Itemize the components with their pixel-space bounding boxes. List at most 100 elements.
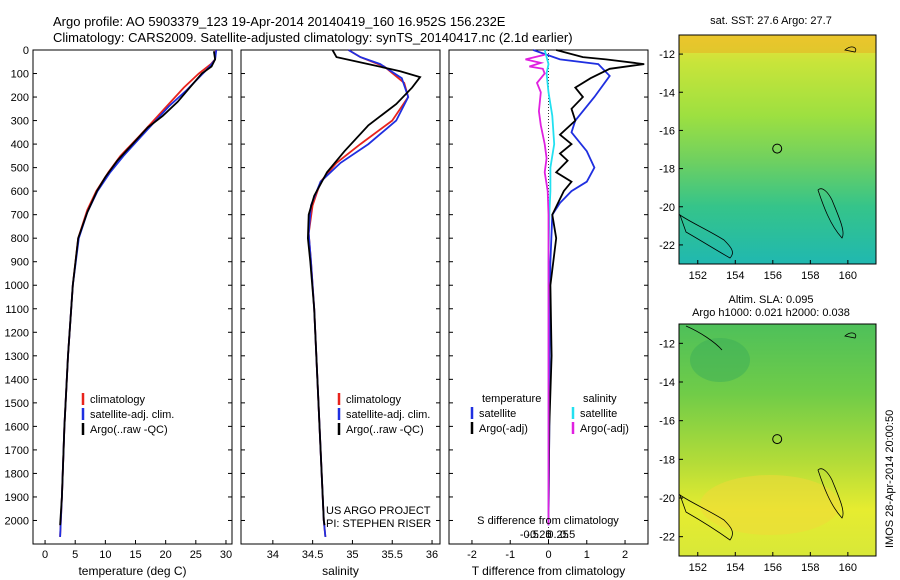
map-y-tick-label: -14 bbox=[659, 377, 675, 389]
legend-label: climatology bbox=[90, 394, 146, 406]
x-tick-label: 35 bbox=[346, 549, 358, 561]
y-tick-label: 700 bbox=[11, 210, 29, 222]
imos-credit: IMOS 28-Apr-2014 20:00:50 bbox=[884, 410, 896, 548]
y-tick-label: 1300 bbox=[5, 351, 29, 363]
legend-group-title: salinity bbox=[583, 393, 617, 405]
legend-label: satellite-adj. clim. bbox=[346, 409, 430, 421]
y-tick-label: 2000 bbox=[5, 515, 29, 527]
legend-label: Argo(..raw -QC) bbox=[346, 424, 424, 436]
legend-label: satellite bbox=[580, 408, 617, 420]
series-line-2 bbox=[59, 51, 217, 526]
temperature-panel: 0100200300400500600700800900100011001200… bbox=[5, 45, 233, 578]
x-tick-label: 10 bbox=[99, 549, 111, 561]
legend-label: satellite-adj. clim. bbox=[90, 409, 174, 421]
x-tick-label: 15 bbox=[129, 549, 141, 561]
y-tick-label: 100 bbox=[11, 69, 29, 81]
x-tick-label: 36 bbox=[426, 549, 438, 561]
difference-panel: -2 -1 0 1 2 T difference from climatology temp… bbox=[449, 49, 648, 578]
x-tick-label: 0 bbox=[545, 549, 551, 561]
series-line-0 bbox=[532, 49, 611, 526]
map-x-tick-label: 158 bbox=[801, 270, 819, 282]
top-x-tick-label: -0.5 bbox=[520, 529, 539, 541]
map-x-tick-label: 160 bbox=[839, 270, 857, 282]
header-line-2: Climatology: CARS2009. Satellite-adjuste… bbox=[53, 30, 573, 45]
sla-map-high-patch bbox=[700, 475, 840, 535]
header-line-1: Argo profile: AO 5903379_123 19-Apr-2014… bbox=[53, 14, 506, 29]
x-tick-label: 35.5 bbox=[382, 549, 403, 561]
legend-label: climatology bbox=[346, 394, 402, 406]
map-y-tick-label: -12 bbox=[659, 49, 675, 61]
sst-map-warm-band bbox=[679, 35, 876, 53]
legend-label: Argo(-adj) bbox=[479, 423, 528, 435]
x-tick-label: 2 bbox=[622, 549, 628, 561]
map-x-tick-label: 154 bbox=[726, 562, 744, 574]
legend-label: Argo(-adj) bbox=[580, 423, 629, 435]
x-tick-label: 34.5 bbox=[302, 549, 323, 561]
map-y-tick-label: -22 bbox=[659, 240, 675, 252]
top-x-tick-label: 0.25 bbox=[547, 529, 568, 541]
sla-map-coastline bbox=[679, 325, 857, 541]
sla-map-low-patch bbox=[690, 338, 750, 382]
legend-group-title: temperature bbox=[482, 393, 541, 405]
y-tick-label: 1100 bbox=[5, 304, 29, 316]
map-y-tick-label: -16 bbox=[659, 416, 675, 428]
map-x-tick-label: 160 bbox=[839, 562, 857, 574]
map-y-tick-label: -20 bbox=[659, 202, 675, 214]
map-y-tick-label: -18 bbox=[659, 164, 675, 176]
y-tick-label: 300 bbox=[11, 116, 29, 128]
map-x-tick-label: 156 bbox=[764, 270, 782, 282]
salinity-panel: 34 34.5 35 35.5 36 salinity climatology satelli… bbox=[241, 49, 440, 578]
x-tick-label: -1 bbox=[505, 549, 515, 561]
sla-map: Altim. SLA: 0.095 Argo h1000: 0.021 h200… bbox=[659, 294, 877, 574]
legend-label: Argo(..raw -QC) bbox=[90, 424, 168, 436]
y-tick-label: 1600 bbox=[5, 421, 29, 433]
sla-map-frame bbox=[678, 323, 877, 557]
y-tick-label: 0 bbox=[23, 45, 29, 57]
series-line-0 bbox=[59, 49, 217, 537]
x-axis-label: temperature (deg C) bbox=[78, 564, 186, 578]
y-tick-label: 600 bbox=[11, 186, 29, 198]
map-x-tick-label: 154 bbox=[726, 270, 744, 282]
series-line-1 bbox=[307, 49, 410, 537]
map-y-tick-label: -12 bbox=[659, 338, 675, 350]
x-tick-label: 34 bbox=[267, 549, 279, 561]
x-tick-label: 20 bbox=[160, 549, 172, 561]
x-tick-label: 5 bbox=[72, 549, 78, 561]
y-tick-label: 500 bbox=[11, 163, 29, 175]
y-tick-label: 400 bbox=[11, 139, 29, 151]
top-x-tick-label: -0.25 bbox=[526, 529, 551, 541]
series-line-1 bbox=[547, 49, 645, 521]
top-x-tick-label: 0 bbox=[545, 529, 551, 541]
x-tick-label: 1 bbox=[584, 549, 590, 561]
x-tick-label: 30 bbox=[220, 549, 232, 561]
salinity-panel-frame bbox=[240, 49, 441, 545]
map-x-tick-label: 156 bbox=[764, 562, 782, 574]
map-y-tick-label: -14 bbox=[659, 87, 675, 99]
map-y-tick-label: -18 bbox=[659, 454, 675, 466]
map-x-tick-label: 152 bbox=[689, 270, 707, 282]
sst-map-coastline bbox=[679, 46, 857, 259]
map-y-tick-label: -22 bbox=[659, 532, 675, 544]
x-axis-label: T difference from climatology bbox=[472, 564, 626, 578]
sst-argo-marker bbox=[772, 143, 783, 154]
y-tick-label: 200 bbox=[11, 92, 29, 104]
top-x-tick-label: 0.5 bbox=[560, 529, 575, 541]
y-tick-label: 900 bbox=[11, 257, 29, 269]
sst-map: sat. SST: 27.6 Argo: 27.7 152 154 156 158 16… bbox=[659, 15, 877, 282]
x-axis-label: salinity bbox=[322, 564, 359, 578]
y-tick-label: 1500 bbox=[5, 398, 29, 410]
top-x-axis-label: S difference from climatology bbox=[477, 515, 619, 527]
y-tick-label: 1800 bbox=[5, 468, 29, 480]
y-tick-label: 1900 bbox=[5, 492, 29, 504]
series-line-1 bbox=[59, 49, 218, 537]
series-line-2 bbox=[306, 49, 422, 526]
temperature-panel-frame bbox=[32, 49, 233, 545]
x-tick-label: -2 bbox=[467, 549, 477, 561]
x-tick-label: 0 bbox=[42, 549, 48, 561]
y-tick-label: 800 bbox=[11, 233, 29, 245]
map-x-tick-label: 152 bbox=[689, 562, 707, 574]
legend-label: satellite bbox=[479, 408, 516, 420]
y-tick-label: 1700 bbox=[5, 445, 29, 457]
map-y-tick-label: -20 bbox=[659, 493, 675, 505]
